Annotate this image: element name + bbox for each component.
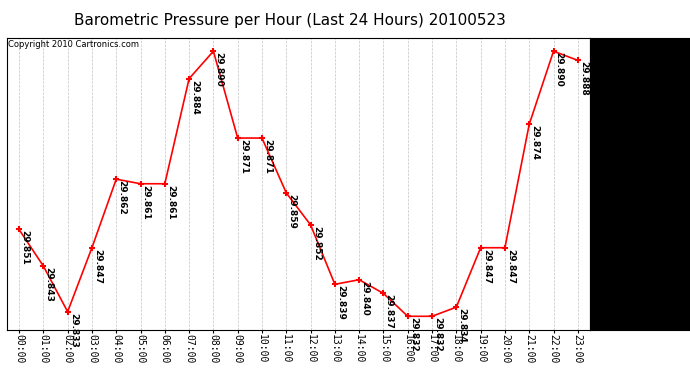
Text: 29.861: 29.861 [166,184,175,219]
Text: 29.834: 29.834 [457,308,466,343]
Text: 29.862: 29.862 [117,180,126,215]
Text: 29.861: 29.861 [141,184,150,219]
Text: 29.871: 29.871 [263,139,272,174]
Text: 29.874: 29.874 [531,125,540,160]
Text: 29.859: 29.859 [288,194,297,229]
Text: 29.847: 29.847 [506,249,515,284]
Text: 29.837: 29.837 [384,294,394,329]
Text: 29.847: 29.847 [93,249,102,284]
Text: 29.847: 29.847 [482,249,491,284]
Text: 29.884: 29.884 [190,80,199,114]
Text: 29.851: 29.851 [20,230,29,265]
Text: 29.840: 29.840 [360,280,369,315]
Text: 29.832: 29.832 [409,317,418,352]
Text: 29.832: 29.832 [433,317,442,352]
Text: 29.890: 29.890 [215,52,224,87]
Text: 29.843: 29.843 [45,267,54,302]
Text: 29.888: 29.888 [579,61,588,96]
Text: 29.852: 29.852 [312,226,321,261]
Text: Copyright 2010 Cartronics.com: Copyright 2010 Cartronics.com [8,40,139,50]
Text: 29.839: 29.839 [336,285,345,320]
Text: 29.871: 29.871 [239,139,248,174]
Text: 29.890: 29.890 [555,52,564,87]
Text: 29.833: 29.833 [69,313,78,347]
Text: Barometric Pressure per Hour (Last 24 Hours) 20100523: Barometric Pressure per Hour (Last 24 Ho… [74,13,506,28]
